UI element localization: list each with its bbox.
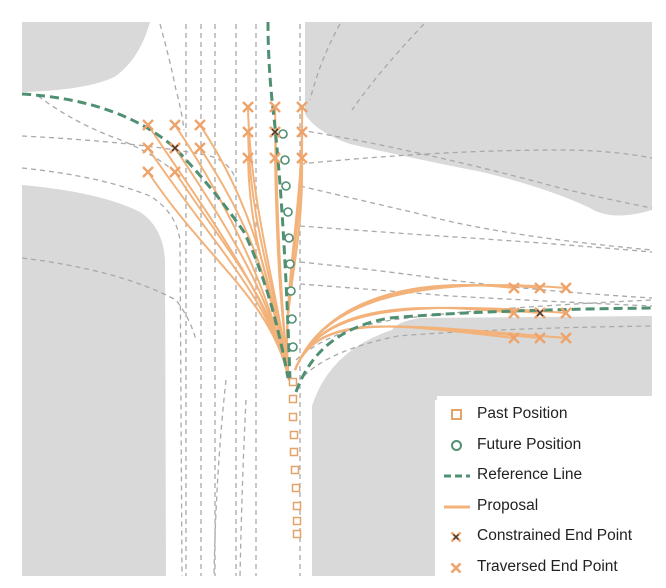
traversed-end-point-marker xyxy=(242,101,254,113)
past-position-marker xyxy=(292,501,302,511)
reference-line xyxy=(21,92,290,379)
traversed-end-point-marker xyxy=(269,101,281,113)
legend-item-future-position: Future Position xyxy=(437,431,659,462)
future-position-marker xyxy=(278,129,288,139)
lane-centerline xyxy=(21,135,237,181)
constrained-end-point-marker xyxy=(171,144,179,152)
future-position-marker xyxy=(286,286,296,296)
traversed-end-point-marker xyxy=(169,119,181,131)
solid-line-icon xyxy=(444,505,470,509)
past-position-marker xyxy=(289,430,299,440)
proposal-trajectory xyxy=(294,325,567,371)
past-position-marker xyxy=(290,465,300,475)
traversed-end-point-marker xyxy=(269,152,281,164)
past-position-marker xyxy=(289,447,299,457)
building-block xyxy=(305,22,652,216)
dashed-line-icon xyxy=(444,474,470,478)
traversed-end-point-marker xyxy=(142,142,154,154)
constrained-end-point-marker xyxy=(271,128,279,136)
traversed-end-point-marker xyxy=(169,166,181,178)
future-position-marker xyxy=(280,155,290,165)
past-positions xyxy=(288,377,302,539)
future-position-marker xyxy=(287,314,297,324)
traversed-end-point-marker xyxy=(142,166,154,178)
traversed-end-point-marker xyxy=(508,307,520,319)
lane-centerline xyxy=(239,399,247,577)
past-position-marker xyxy=(288,412,298,422)
constrained-end-point-marker xyxy=(536,309,544,317)
legend-label: Constrained End Point xyxy=(477,527,633,545)
lane-centerline xyxy=(299,185,653,251)
legend-label: Proposal xyxy=(477,496,539,514)
cross-dark-icon xyxy=(450,531,462,543)
end-points xyxy=(142,101,572,344)
future-position-marker xyxy=(283,207,293,217)
future-position-marker xyxy=(288,342,298,352)
legend-label: Reference Line xyxy=(477,466,583,484)
lane-centerline xyxy=(159,23,185,131)
past-position-marker xyxy=(288,377,298,387)
lane-centerline xyxy=(303,325,653,377)
traversed-end-point-marker xyxy=(296,101,308,113)
building-block xyxy=(22,22,150,92)
lane-centerline xyxy=(21,167,183,577)
lane-centerlines xyxy=(21,23,653,577)
proposal-trajectory xyxy=(274,157,290,381)
proposal-trajectory xyxy=(286,157,304,381)
lane-centerline xyxy=(295,299,653,361)
lane-centerline xyxy=(37,95,181,177)
past-position-marker xyxy=(292,529,302,539)
building-blocks xyxy=(22,22,652,576)
proposal-trajectory xyxy=(247,157,290,381)
lane-centerline xyxy=(299,149,653,165)
square-marker-icon xyxy=(451,409,462,420)
traversed-end-point-marker xyxy=(534,332,546,344)
legend-label: Traversed End Point xyxy=(477,557,618,575)
reference-lines xyxy=(21,21,653,393)
reference-line xyxy=(266,21,292,381)
lane-centerline xyxy=(299,283,653,307)
legend-item-past-position: Past Position xyxy=(437,400,659,431)
traversed-end-point-marker xyxy=(560,332,572,344)
future-position-marker xyxy=(284,233,294,243)
circle-marker-icon xyxy=(451,439,462,451)
traversed-end-point-marker xyxy=(296,152,308,164)
traversed-end-point-marker xyxy=(534,282,546,294)
building-block xyxy=(312,316,652,576)
legend-label: Past Position xyxy=(477,405,568,422)
past-position-marker xyxy=(292,516,302,526)
legend: Past Position Future Position Reference … xyxy=(437,396,659,576)
lane-centerline xyxy=(351,23,425,111)
traversed-end-point-marker xyxy=(508,282,520,294)
cross-icon xyxy=(450,562,462,574)
traversed-end-point-marker xyxy=(508,332,520,344)
legend-item-proposal: Proposal xyxy=(437,492,659,523)
building-block xyxy=(22,185,166,576)
lane-centerline xyxy=(309,23,341,101)
traversed-end-point-marker xyxy=(242,152,254,164)
proposal-trajectory xyxy=(147,171,290,381)
future-position-marker xyxy=(285,259,295,269)
past-position-marker xyxy=(288,394,298,404)
legend-label: Future Position xyxy=(477,435,582,453)
traversed-end-point-marker xyxy=(242,126,254,138)
legend-item-constrained-end-point: Constrained End Point xyxy=(437,522,659,553)
past-position-marker xyxy=(291,483,301,493)
traversed-end-point-marker xyxy=(142,119,154,131)
legend-item-traversed-end-point: Traversed End Point xyxy=(437,553,659,584)
traversed-end-point-marker xyxy=(194,119,206,131)
traversed-end-point-marker xyxy=(560,307,572,319)
lane-centerline xyxy=(21,257,197,341)
reference-line xyxy=(294,306,653,393)
traversed-end-point-marker xyxy=(560,282,572,294)
future-position-marker xyxy=(281,181,291,191)
lane-centerline xyxy=(299,261,653,299)
traversed-end-point-marker xyxy=(296,126,308,138)
lane-centerline xyxy=(213,379,227,577)
legend-item-reference-line: Reference Line xyxy=(437,461,659,492)
future-positions xyxy=(278,129,298,352)
traversed-end-point-marker xyxy=(194,142,206,154)
